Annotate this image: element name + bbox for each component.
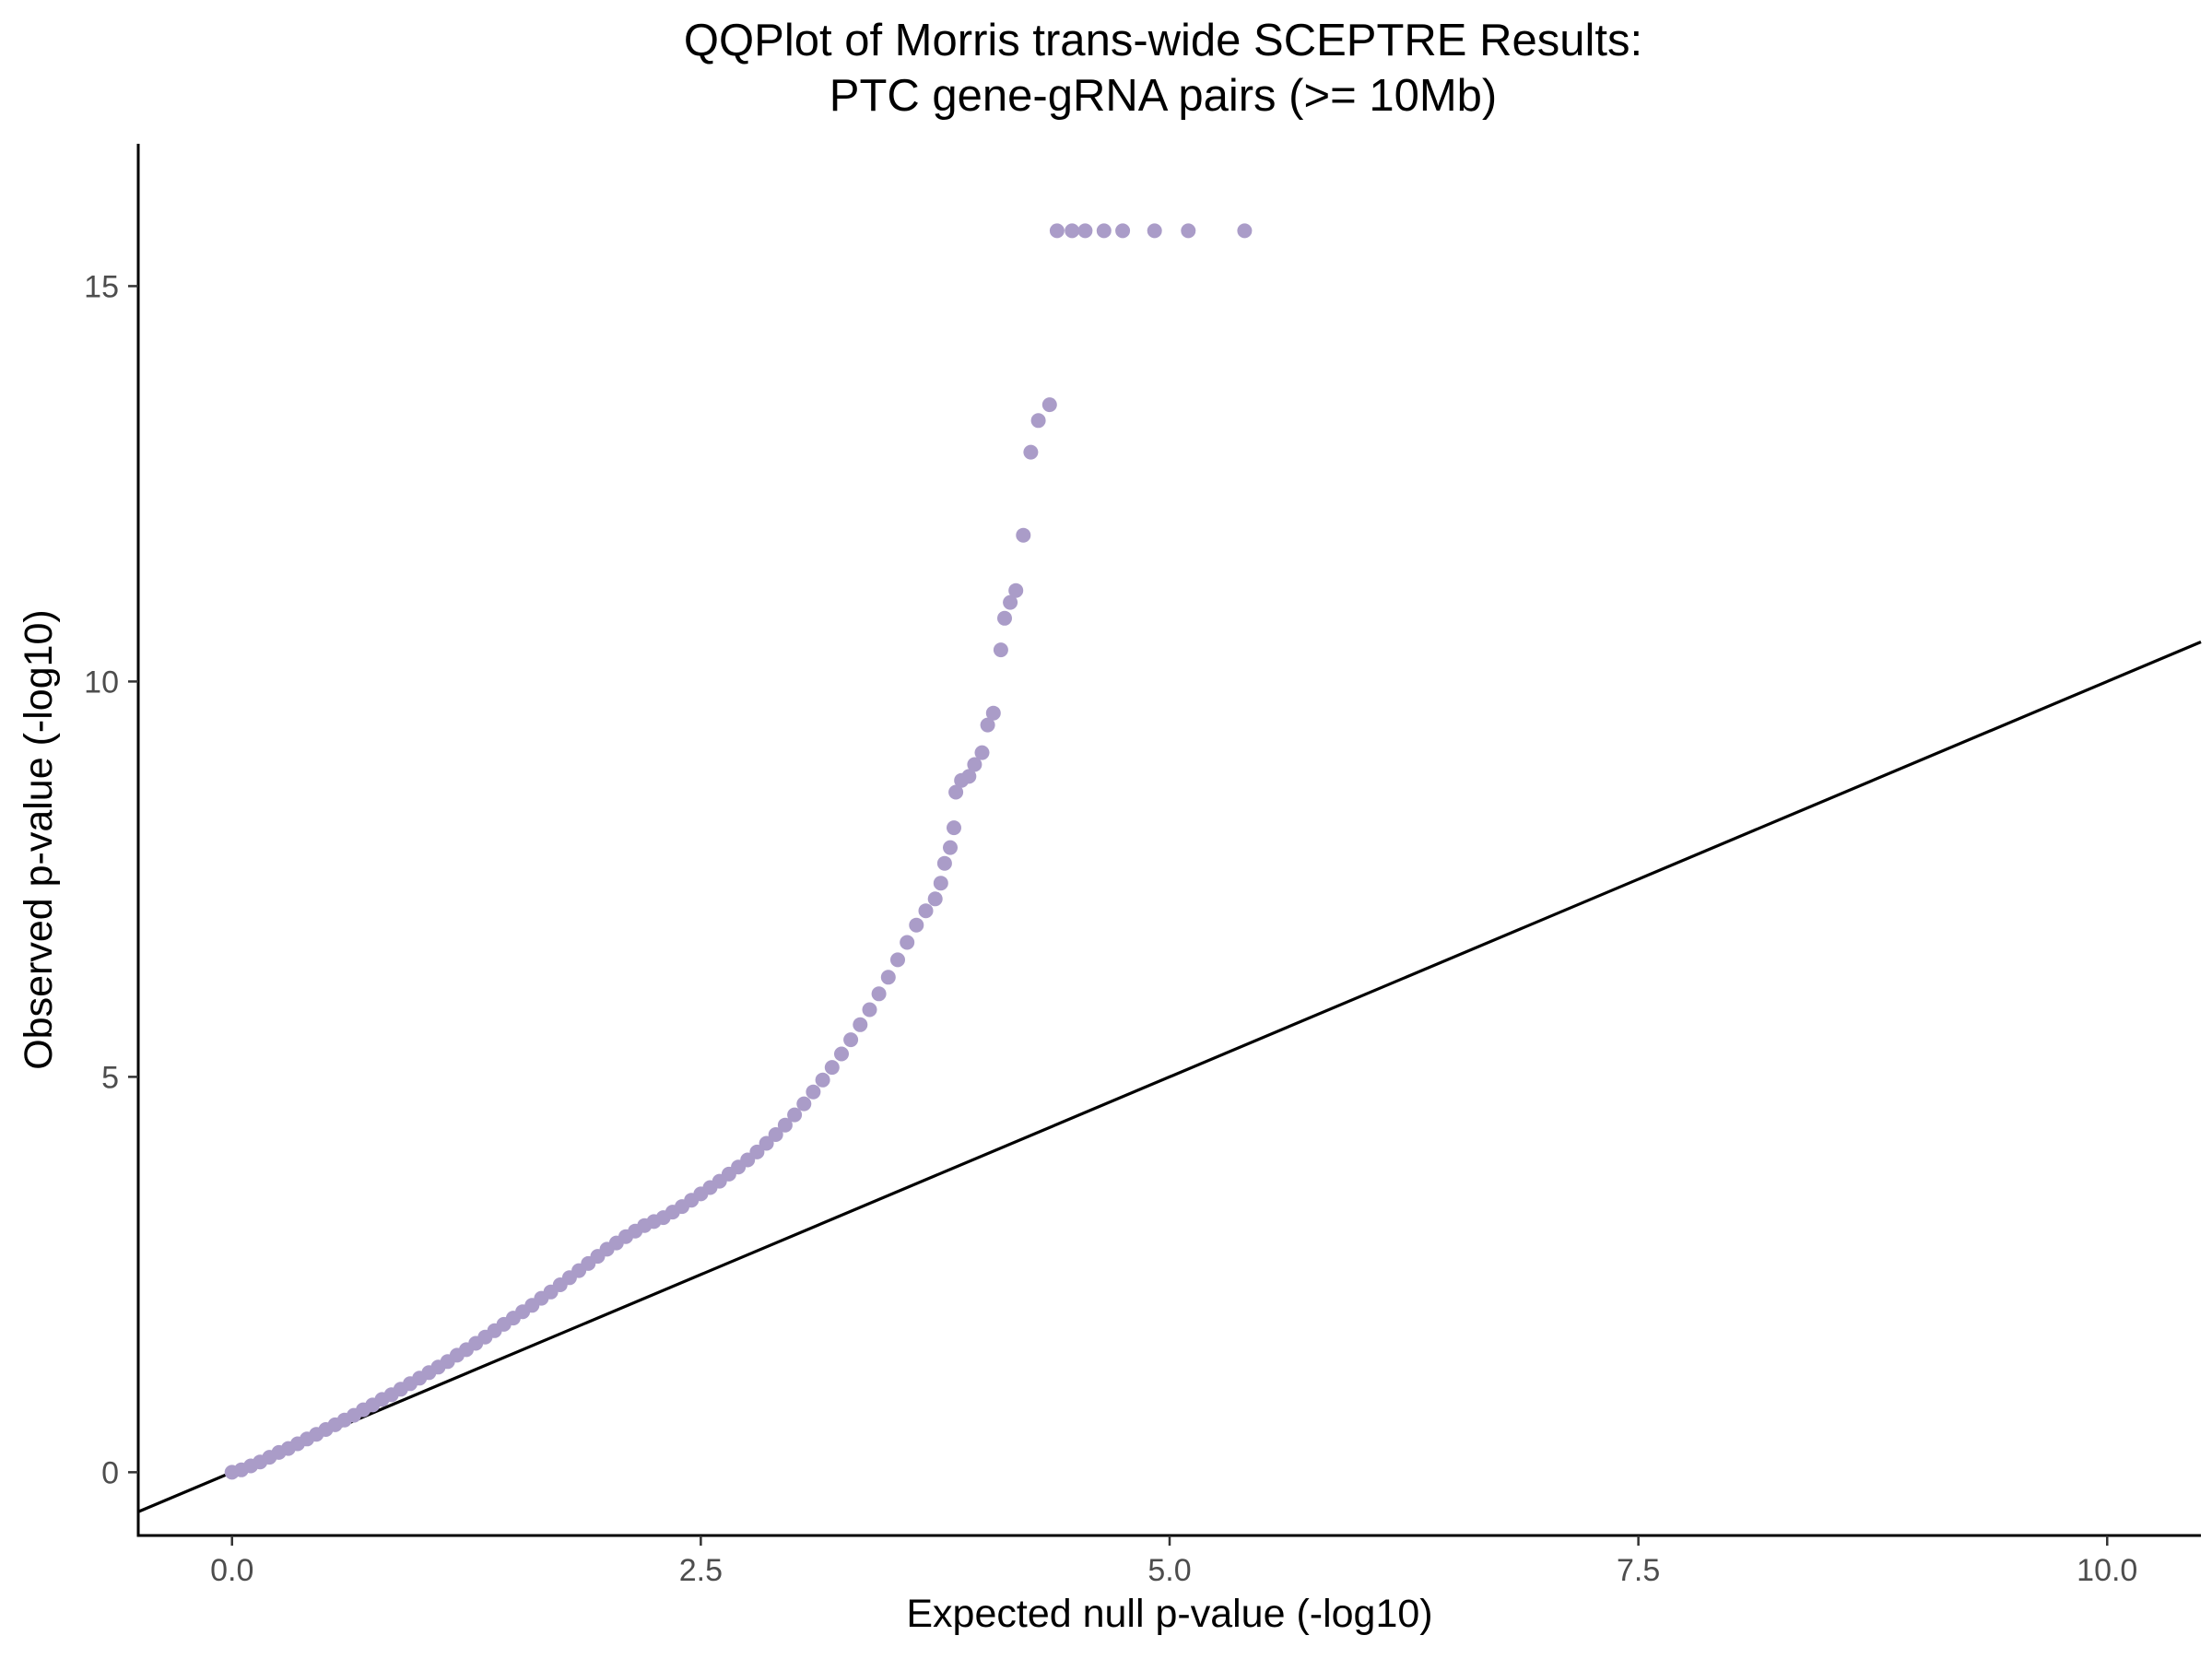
data-point-64: [824, 1060, 840, 1076]
data-point-86: [985, 705, 1001, 721]
y-tick-label-1: 5: [101, 1060, 119, 1095]
data-point-73: [909, 917, 924, 933]
data-point-78: [943, 840, 958, 855]
data-point-69: [871, 986, 887, 1002]
data-point-96: [1065, 223, 1080, 239]
data-point-67: [853, 1017, 868, 1032]
data-point-57: [759, 1135, 774, 1151]
data-point-74: [918, 903, 934, 919]
data-point-97: [1077, 223, 1093, 239]
data-point-90: [1008, 582, 1024, 598]
data-point-98: [1096, 223, 1112, 239]
data-point-89: [1003, 594, 1018, 610]
chart-title-line-1: QQPlot of Morris trans-wide SCEPTRE Resu…: [684, 16, 1642, 65]
data-point-85: [980, 717, 995, 733]
data-point-65: [834, 1046, 849, 1062]
data-point-70: [880, 970, 896, 985]
data-point-91: [1016, 527, 1031, 543]
data-point-61: [796, 1096, 812, 1112]
data-point-99: [1115, 223, 1131, 239]
points-layer: [224, 223, 1253, 1480]
data-point-79: [947, 820, 961, 836]
data-point-58: [768, 1127, 783, 1142]
data-point-56: [749, 1144, 765, 1159]
chart-title-line-2: PTC gene-gRNA pairs (>= 10Mb): [830, 71, 1497, 121]
data-point-80: [948, 784, 964, 800]
data-point-84: [974, 745, 990, 760]
data-point-94: [1041, 397, 1057, 413]
data-point-63: [815, 1072, 830, 1088]
y-axis-title: Observed p-value (-log10): [17, 609, 61, 1070]
reference-line: [137, 641, 2202, 1513]
y-axis-ticks: 0 5 10 15: [84, 269, 138, 1490]
data-point-59: [777, 1117, 793, 1133]
x-axis-title: Expected null p-value (-log10): [906, 1592, 1432, 1636]
x-tick-label-0: 0.0: [210, 1553, 253, 1588]
x-tick-label-4: 10.0: [2077, 1553, 2137, 1588]
data-point-75: [927, 891, 943, 907]
data-point-77: [936, 855, 952, 871]
data-point-82: [961, 769, 977, 784]
data-point-83: [967, 757, 982, 772]
data-point-101: [1181, 223, 1196, 239]
data-point-87: [993, 642, 1008, 658]
x-tick-label-3: 7.5: [1617, 1553, 1660, 1588]
x-tick-label-2: 5.0: [1147, 1553, 1191, 1588]
data-point-68: [862, 1002, 877, 1018]
reference-layer: [137, 641, 2202, 1513]
x-axis-ticks: 0.0 2.5 5.0 7.5 10.0: [210, 1535, 2137, 1588]
data-point-66: [843, 1032, 859, 1048]
data-point-62: [806, 1084, 821, 1100]
data-point-88: [997, 610, 1012, 626]
data-point-60: [787, 1107, 803, 1123]
data-point-95: [1049, 223, 1065, 239]
y-tick-label-3: 15: [84, 269, 119, 304]
data-point-71: [890, 952, 905, 968]
data-point-92: [1023, 444, 1039, 460]
data-point-76: [933, 876, 948, 891]
y-tick-label-2: 10: [84, 665, 119, 700]
data-point-72: [900, 935, 915, 950]
y-tick-label-0: 0: [101, 1455, 119, 1490]
x-tick-label-1: 2.5: [679, 1553, 723, 1588]
data-point-102: [1237, 223, 1253, 239]
data-point-100: [1147, 223, 1162, 239]
data-point-93: [1030, 413, 1046, 429]
